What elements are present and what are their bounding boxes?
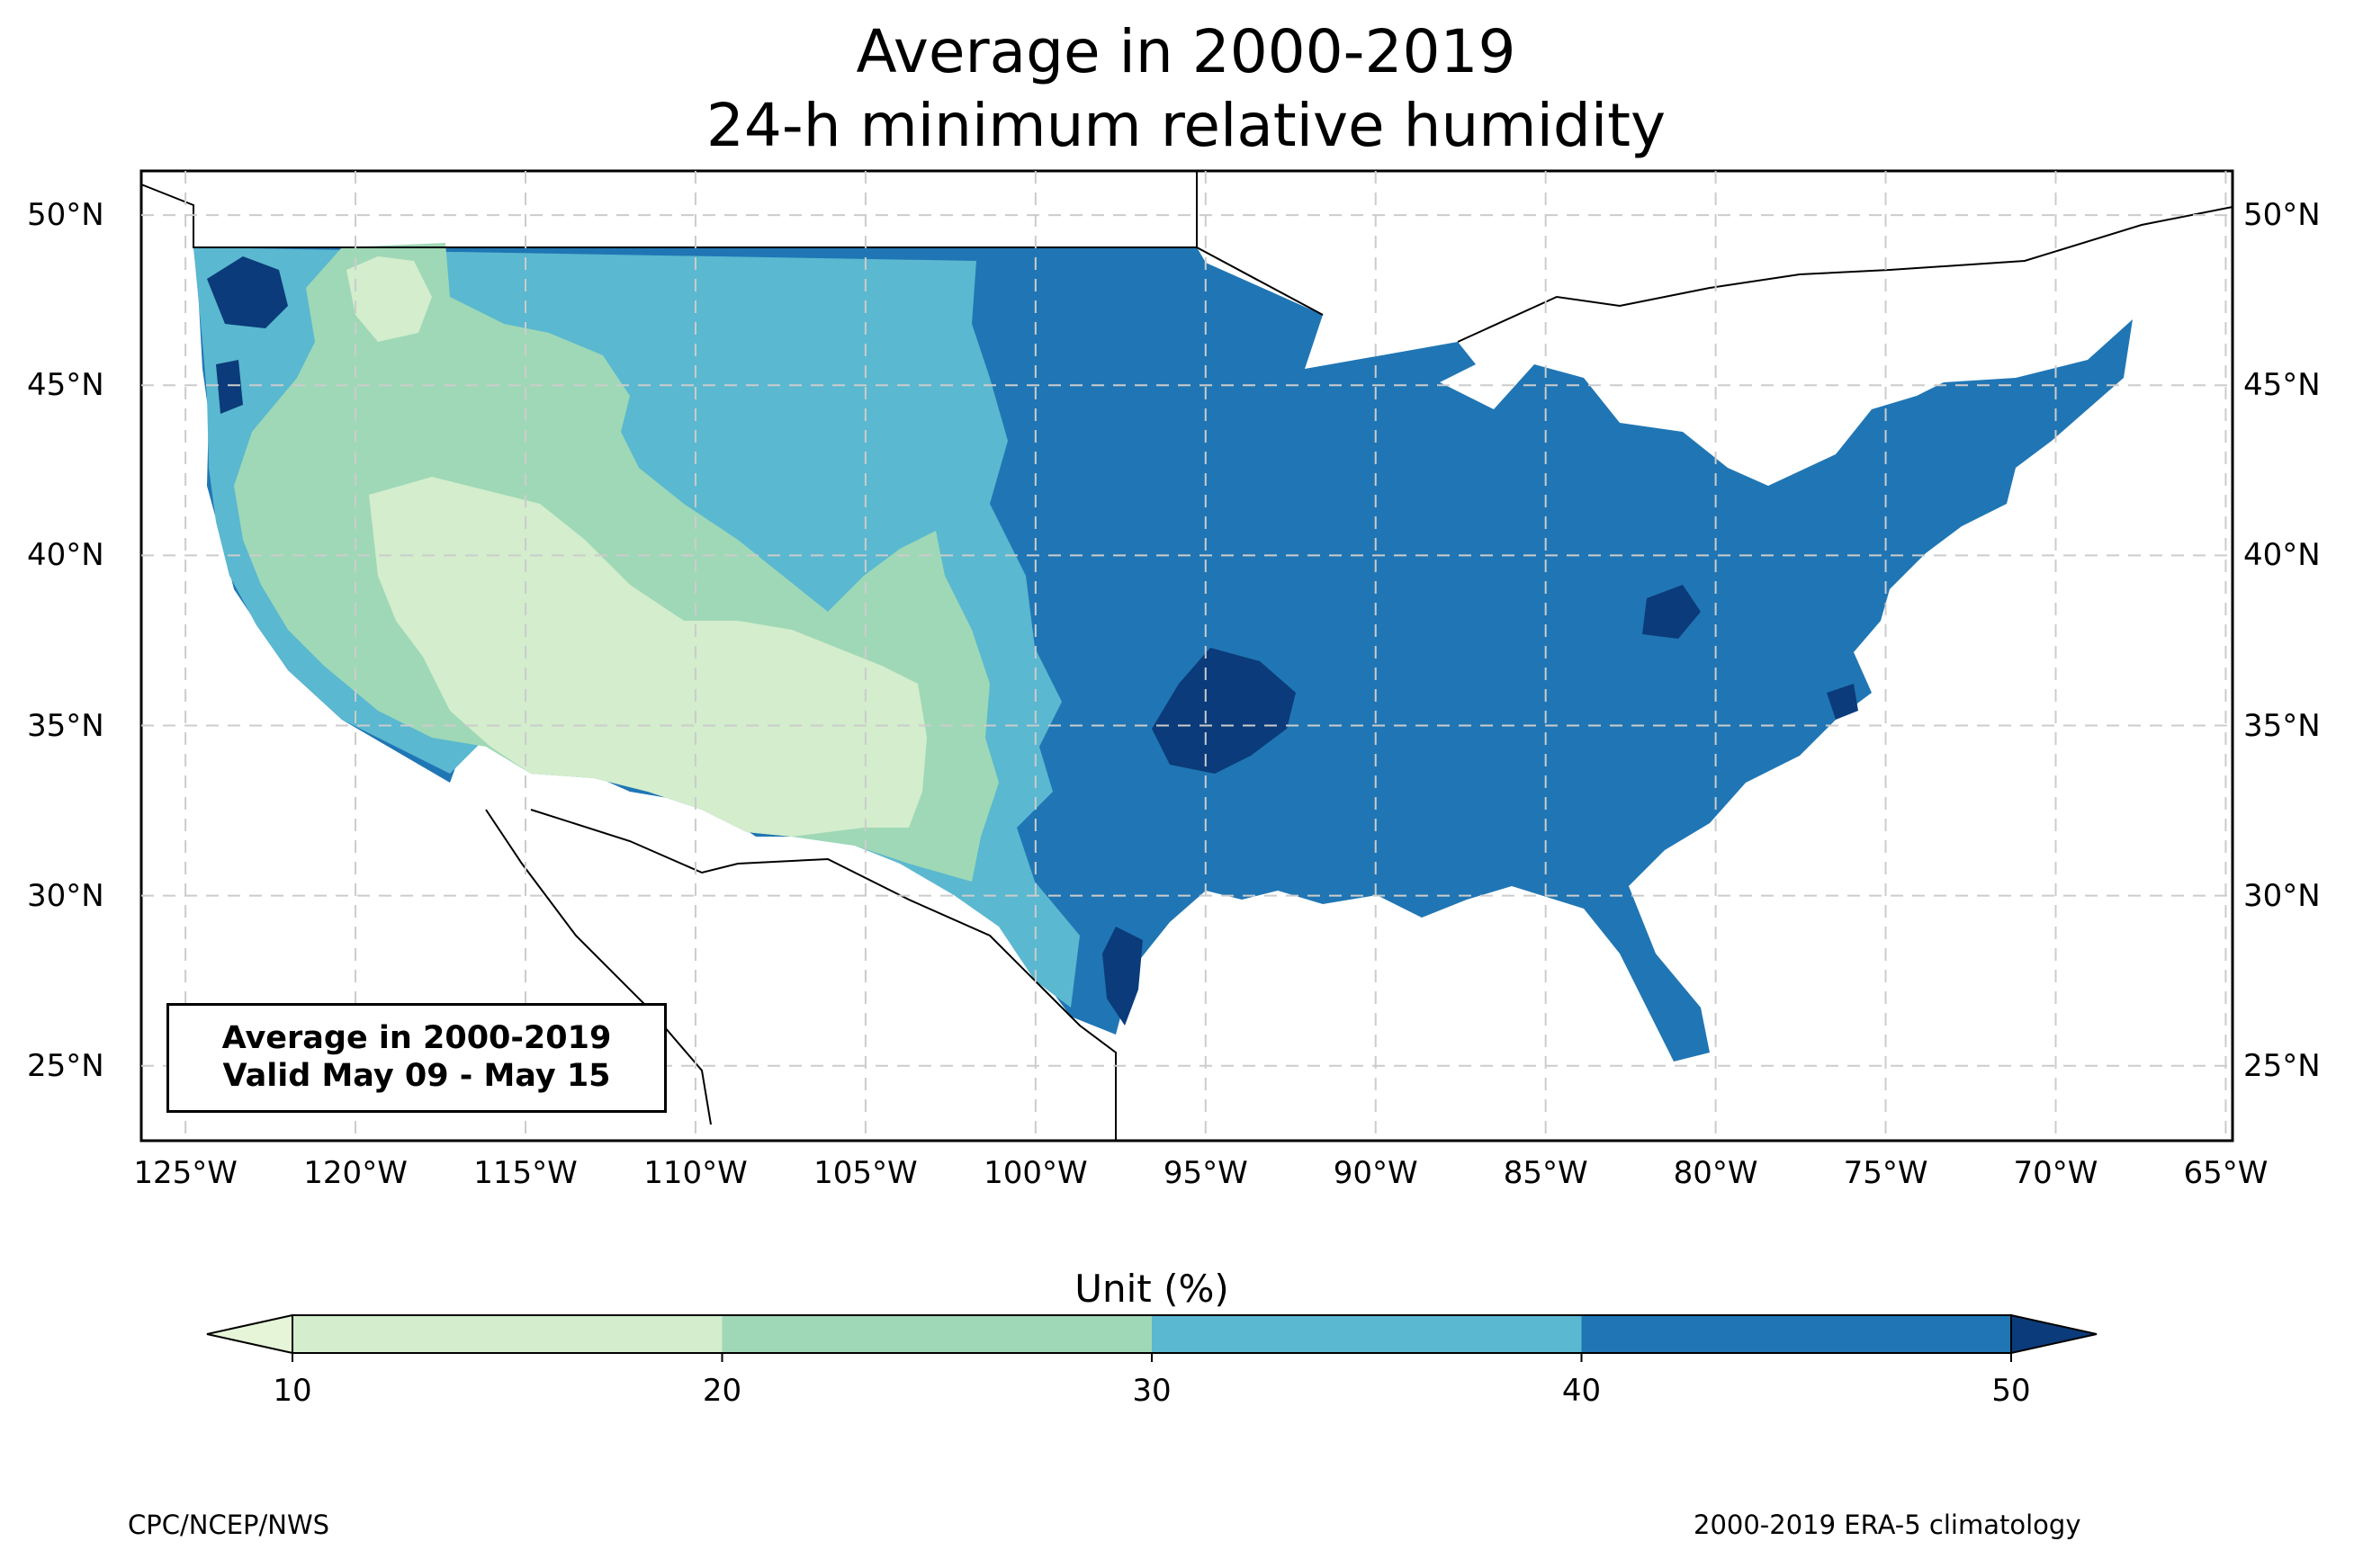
lon-tick-label: 75°W bbox=[1843, 1155, 1928, 1191]
colorbar-tick-label: 10 bbox=[273, 1373, 312, 1409]
lat-tick-label-left: 50°N bbox=[27, 197, 104, 234]
lat-tick-label-left: 35°N bbox=[27, 707, 104, 744]
colorbar-tick-label: 30 bbox=[1132, 1373, 1172, 1409]
lat-tick-label-right: 35°N bbox=[2243, 707, 2321, 744]
colorbar-over-arrow bbox=[2010, 1313, 2098, 1355]
region-over-50-carolina bbox=[1827, 684, 1858, 720]
colorbar-band-10-20 bbox=[292, 1315, 723, 1353]
colorbar-tick-label: 20 bbox=[702, 1373, 742, 1409]
region-over-50-oregon bbox=[216, 360, 243, 414]
lon-tick-label: 110°W bbox=[643, 1155, 748, 1191]
lat-tick-label-left: 25°N bbox=[27, 1047, 104, 1084]
map-frame bbox=[139, 169, 2234, 1142]
lon-tick-label: 70°W bbox=[2013, 1155, 2098, 1191]
annotation-line-2: Valid May 09 - May 15 bbox=[222, 1058, 611, 1094]
colorbar-under-arrow bbox=[206, 1313, 293, 1355]
region-10-20-north bbox=[346, 256, 432, 342]
lon-tick-label: 125°W bbox=[133, 1155, 238, 1191]
region-over-50-washington bbox=[207, 256, 288, 328]
colorbar-tick-label: 50 bbox=[1991, 1373, 2031, 1409]
annotation-line-1: Average in 2000-2019 bbox=[221, 1020, 612, 1056]
lon-tick-label: 80°W bbox=[1673, 1155, 1758, 1191]
lat-tick-label-right: 40°N bbox=[2243, 537, 2321, 574]
mexico-outline bbox=[485, 809, 1117, 1141]
gridlines bbox=[141, 171, 2233, 1141]
lat-tick-label-right: 30°N bbox=[2243, 877, 2321, 914]
region-over-50-ozark bbox=[1152, 648, 1296, 774]
lon-tick-label: 95°W bbox=[1163, 1155, 1248, 1191]
lat-tick-label-right: 25°N bbox=[2243, 1047, 2321, 1084]
title-line-1: Average in 2000-2019 bbox=[856, 17, 1516, 86]
lon-tick-label: 90°W bbox=[1333, 1155, 1418, 1191]
lat-tick-label-right: 45°N bbox=[2243, 367, 2321, 404]
colorbar-label: Unit (%) bbox=[1074, 1267, 1229, 1311]
region-over-50-appalachia bbox=[1642, 585, 1701, 639]
footer-right: 2000-2019 ERA-5 climatology bbox=[1694, 1510, 2081, 1540]
colorbar-tick-label: 40 bbox=[1561, 1373, 1602, 1409]
colorbar-band-40-50 bbox=[1581, 1315, 2011, 1353]
coastline-outline bbox=[140, 171, 2233, 343]
lon-tick-label: 65°W bbox=[2183, 1155, 2269, 1191]
lat-tick-label-left: 30°N bbox=[27, 877, 104, 914]
colorbar-band-20-30 bbox=[722, 1315, 1152, 1353]
lon-tick-label: 85°W bbox=[1503, 1155, 1588, 1191]
region-over-50-texas-coast bbox=[1102, 927, 1143, 1026]
colorbar bbox=[206, 1313, 2098, 1362]
footer-left: CPC/NCEP/NWS bbox=[128, 1510, 330, 1540]
lon-tick-label: 105°W bbox=[813, 1155, 918, 1191]
region-10-20 bbox=[369, 477, 927, 837]
lon-tick-label: 100°W bbox=[984, 1155, 1088, 1191]
title-line-2: 24-h minimum relative humidity bbox=[705, 91, 1667, 160]
lon-tick-label: 115°W bbox=[473, 1155, 578, 1191]
lat-tick-label-right: 50°N bbox=[2243, 197, 2321, 234]
lat-tick-label-left: 45°N bbox=[27, 367, 104, 404]
lat-tick-label-left: 40°N bbox=[27, 537, 104, 574]
lon-tick-label: 120°W bbox=[303, 1155, 408, 1191]
annotation-box: Average in 2000-2019 Valid May 09 - May … bbox=[166, 1003, 667, 1113]
colorbar-band-30-40 bbox=[1152, 1315, 1582, 1353]
